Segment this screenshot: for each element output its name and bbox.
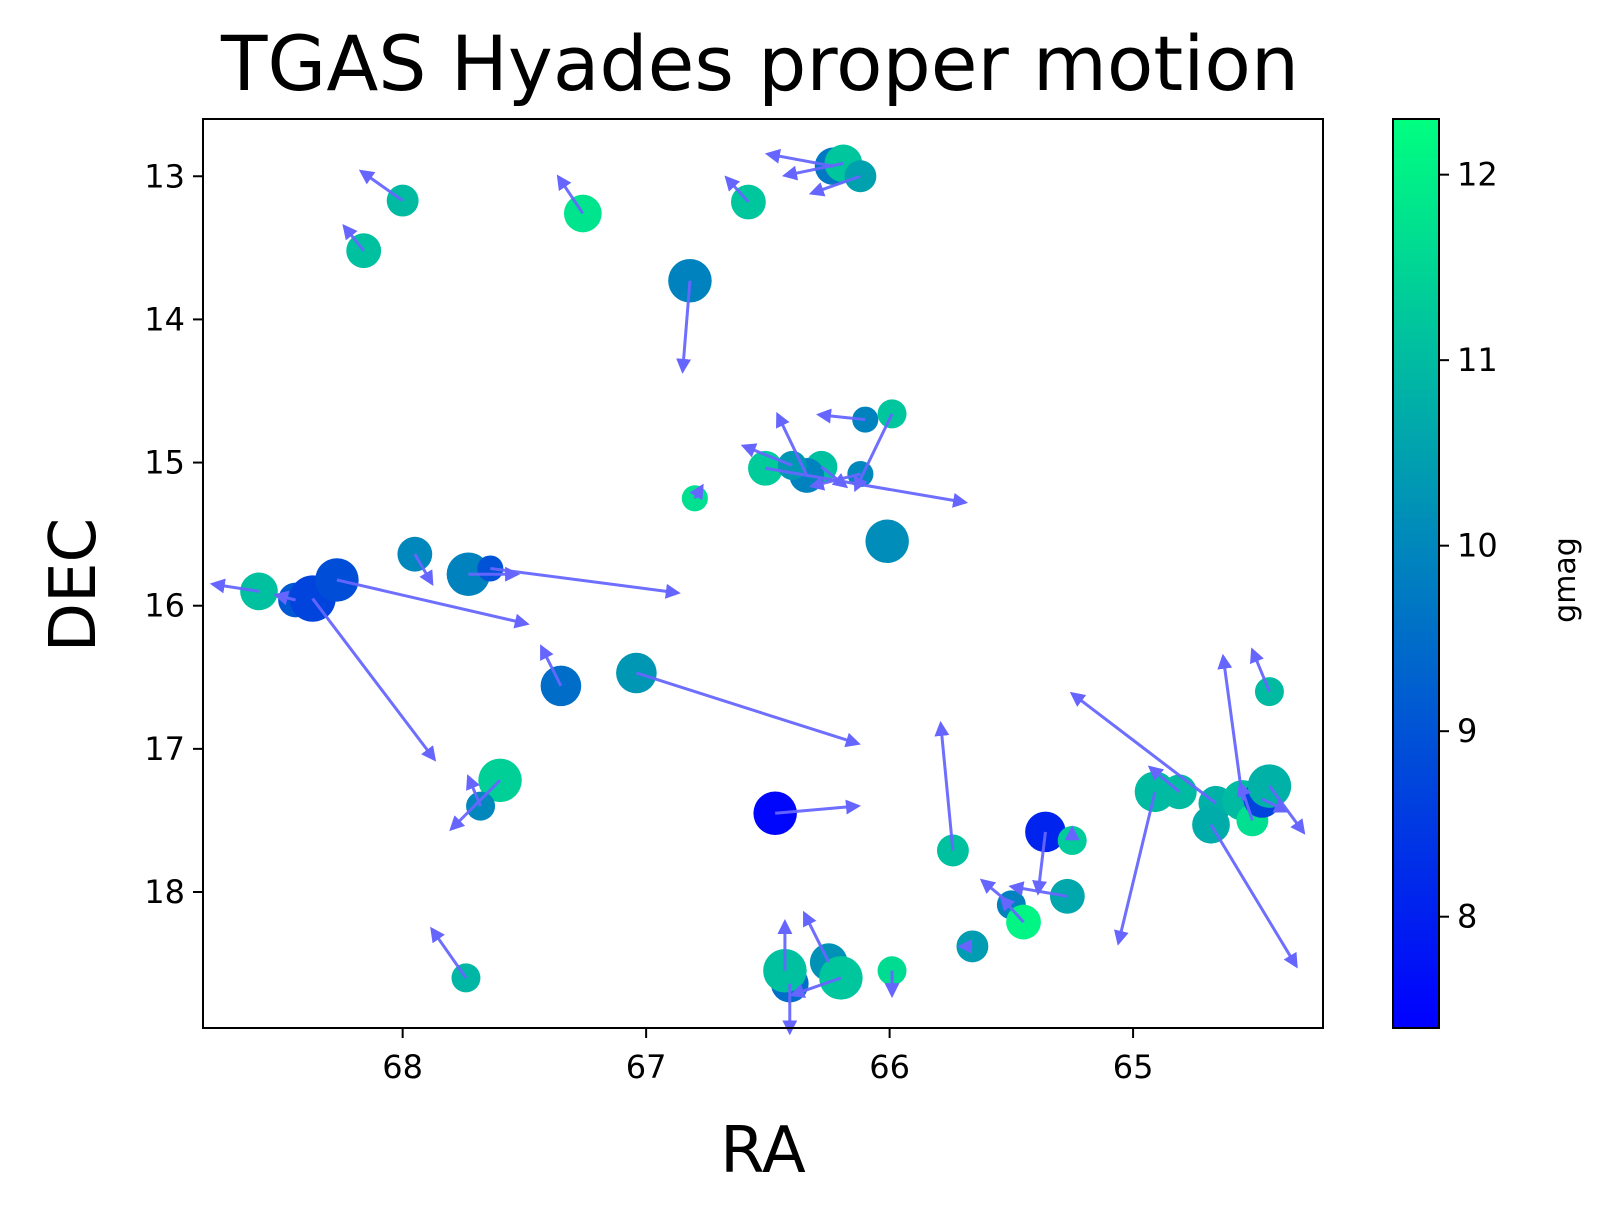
colorbar-tick-label: 12 bbox=[1457, 156, 1498, 194]
x-tick-label: 65 bbox=[1113, 1048, 1154, 1086]
proper-motion-arrow bbox=[1268, 785, 1306, 835]
colorbar-ticks: 8 9 10 11 12 bbox=[1439, 156, 1498, 936]
proper-motion-arrow bbox=[764, 148, 834, 168]
proper-motion-arrow bbox=[490, 567, 681, 599]
colorbar-gradient bbox=[1392, 118, 1440, 1029]
x-axis-label: RA bbox=[720, 1114, 806, 1188]
proper-motion-arrow bbox=[740, 443, 793, 467]
proper-motion-arrow bbox=[781, 161, 844, 181]
proper-motion-arrow bbox=[273, 590, 296, 606]
y-tick-label: 16 bbox=[144, 587, 185, 625]
y-tick-label: 18 bbox=[144, 873, 185, 911]
proper-motion-arrow bbox=[853, 413, 894, 493]
proper-motion-arrow bbox=[635, 671, 861, 748]
proper-motion-arrow bbox=[336, 578, 530, 629]
proper-motion-arrow bbox=[556, 174, 585, 215]
proper-motion-arrow bbox=[765, 466, 969, 508]
proper-motion-arrow bbox=[342, 224, 365, 252]
proper-motion-arrow bbox=[1069, 691, 1217, 805]
y-tick-label: 17 bbox=[144, 730, 185, 768]
proper-motion-arrow bbox=[358, 169, 404, 202]
proper-motion-arrow bbox=[540, 644, 563, 687]
proper-motion-arrow bbox=[1147, 765, 1181, 793]
proper-motion-arrow bbox=[1261, 797, 1290, 813]
proper-motion-arrow bbox=[466, 774, 482, 807]
colorbar-tick-label: 10 bbox=[1457, 527, 1498, 565]
proper-motion-arrow bbox=[449, 779, 502, 832]
proper-motion-arrow bbox=[1236, 781, 1254, 821]
proper-motion-arrow bbox=[934, 720, 955, 851]
colorbar-label: gmag bbox=[1548, 537, 1583, 623]
colorbar: 8 9 10 11 12 gmag bbox=[1392, 118, 1583, 1029]
proper-motion-arrow bbox=[724, 175, 750, 204]
proper-motion-arrow bbox=[689, 483, 704, 501]
x-axis-ticks: 68 67 66 65 bbox=[382, 1028, 1153, 1086]
data-point bbox=[865, 519, 909, 564]
proper-motion-arrow bbox=[1032, 831, 1048, 896]
data-point bbox=[852, 406, 879, 433]
proper-motion-arrow bbox=[1217, 653, 1245, 801]
proper-motion-arrow bbox=[676, 280, 692, 374]
colorbar-tick-label: 8 bbox=[1457, 898, 1477, 936]
y-axis-ticks: 13 14 15 16 17 18 bbox=[144, 157, 203, 911]
proper-motion-arrow bbox=[820, 465, 849, 489]
proper-motion-arrow bbox=[789, 976, 842, 999]
proper-motion-arrow bbox=[413, 553, 434, 586]
y-tick-label: 15 bbox=[144, 444, 185, 482]
proper-motion-arrow bbox=[209, 578, 260, 594]
plot-frame bbox=[203, 119, 1323, 1028]
chart-title: TGAS Hyades proper motion bbox=[220, 19, 1299, 108]
proper-motion-arrow bbox=[999, 895, 1025, 924]
plot-area bbox=[202, 118, 1324, 1036]
arrows-layer bbox=[209, 148, 1306, 1036]
x-tick-label: 67 bbox=[626, 1048, 667, 1086]
x-tick-label: 66 bbox=[869, 1048, 910, 1086]
data-point bbox=[563, 194, 602, 233]
proper-motion-arrow bbox=[1008, 881, 1068, 898]
y-tick-label: 14 bbox=[144, 300, 185, 338]
proper-motion-arrow bbox=[776, 411, 809, 477]
colorbar-tick-label: 9 bbox=[1457, 712, 1477, 750]
y-axis-label: DEC bbox=[37, 518, 111, 652]
data-point bbox=[681, 485, 708, 512]
proper-motion-arrow bbox=[1209, 823, 1298, 969]
y-tick-label: 13 bbox=[144, 157, 185, 195]
proper-motion-arrow bbox=[808, 472, 861, 491]
proper-motion-arrow bbox=[1114, 791, 1157, 946]
plot-border bbox=[202, 118, 1324, 1029]
proper-motion-arrow bbox=[311, 597, 437, 762]
proper-motion-arrow bbox=[430, 926, 468, 979]
proper-motion-arrow bbox=[808, 174, 861, 197]
proper-motion-arrow bbox=[1250, 647, 1271, 693]
colorbar-tick-label: 11 bbox=[1457, 341, 1498, 379]
proper-motion-arrow bbox=[816, 408, 866, 424]
proper-motion-arrow bbox=[775, 799, 861, 815]
x-tick-label: 68 bbox=[382, 1048, 423, 1086]
proper-motion-arrow bbox=[803, 910, 831, 963]
